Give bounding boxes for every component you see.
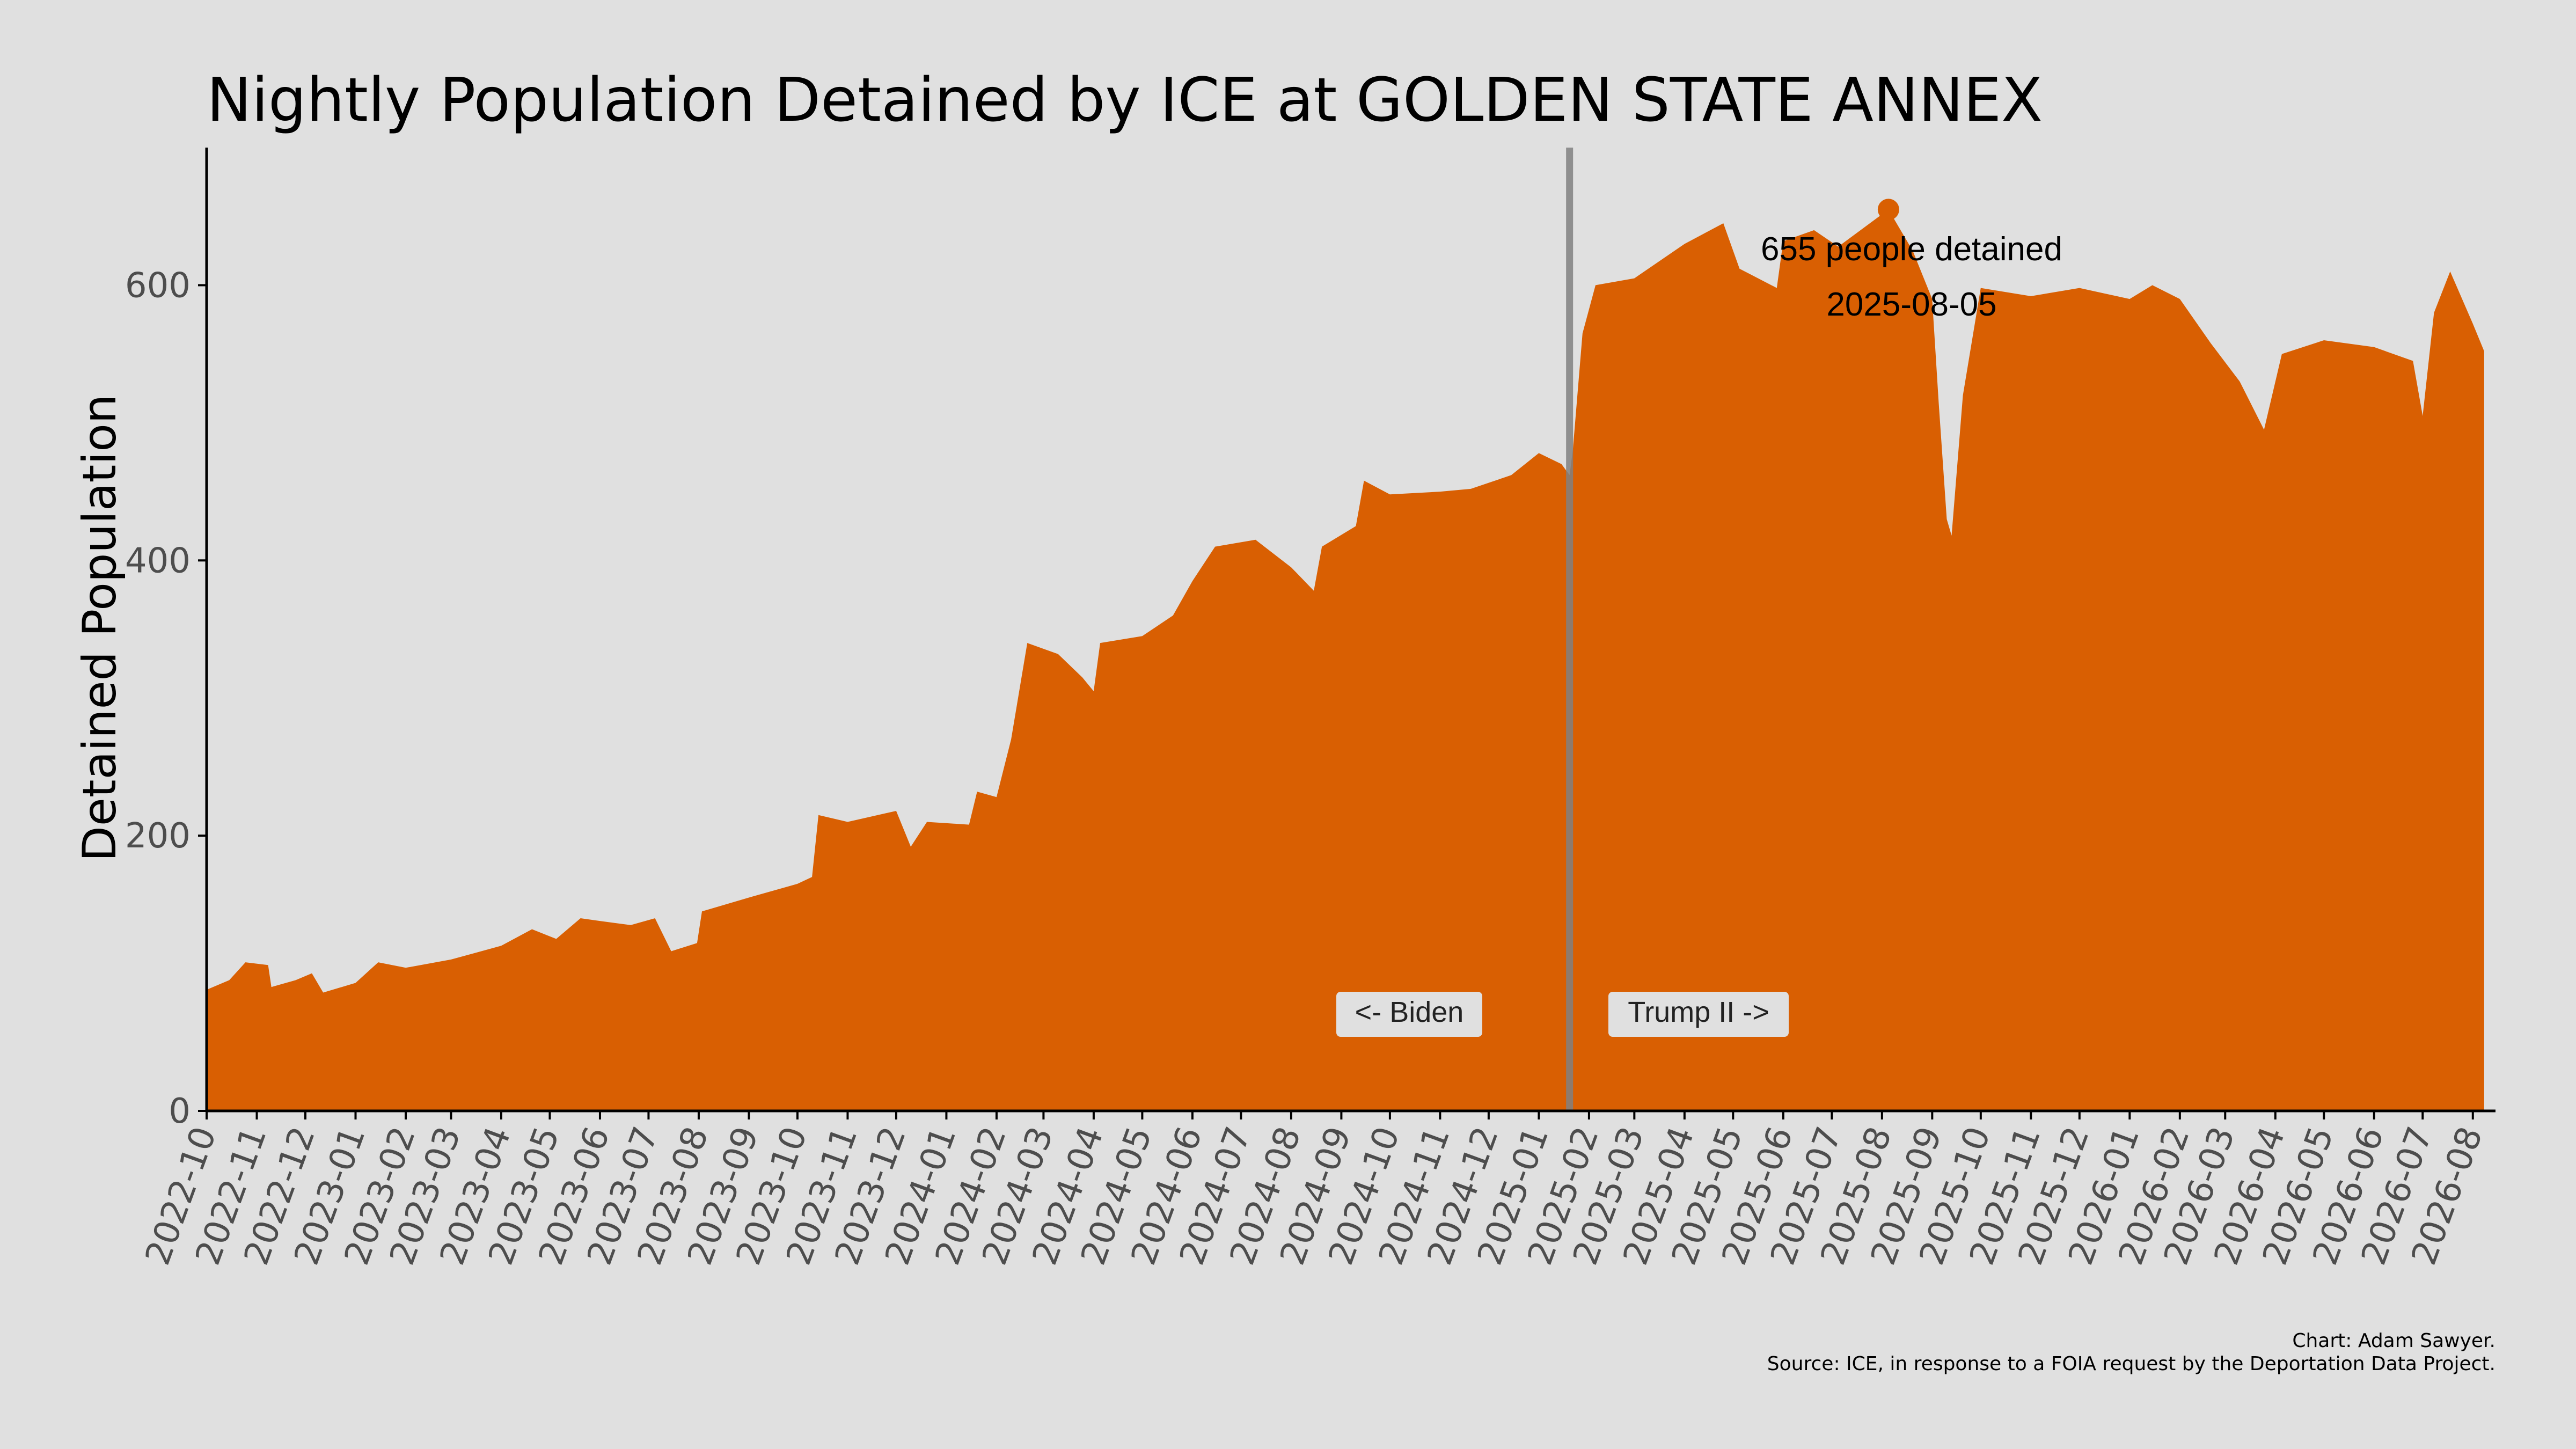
biden-label-box — [1336, 992, 1482, 1037]
chart-title: Nightly Population Detained by ICE at GO… — [207, 65, 2043, 135]
caption-credit: Chart: Adam Sawyer. — [2292, 1330, 2496, 1352]
y-tick-label: 0 — [169, 1092, 191, 1131]
y-tick-label: 400 — [125, 541, 191, 581]
trump-label: Trump II -> — [1608, 992, 1789, 1037]
y-axis-label: Detained Population — [73, 394, 127, 862]
y-tick-label: 200 — [125, 816, 191, 856]
peak-annotation-text: 655 people detained — [1761, 231, 2062, 268]
biden-label-text: <- Biden — [1355, 996, 1464, 1028]
population-area — [207, 209, 2484, 1111]
y-ticks: 0 200 400 600 — [125, 266, 207, 1131]
trump-label-box — [1608, 992, 1789, 1037]
peak-marker — [1877, 199, 1899, 221]
biden-label: <- Biden — [1336, 992, 1482, 1037]
x-ticks: 2022-102022-112022-122023-012023-022023-… — [138, 1111, 2491, 1270]
trump-label-text: Trump II -> — [1628, 996, 1769, 1028]
y-tick-label: 600 — [125, 266, 191, 305]
caption-source: Source: ICE, in response to a FOIA reque… — [1767, 1353, 2496, 1375]
peak-annotation-date: 2025-08-05 — [1826, 286, 1996, 323]
